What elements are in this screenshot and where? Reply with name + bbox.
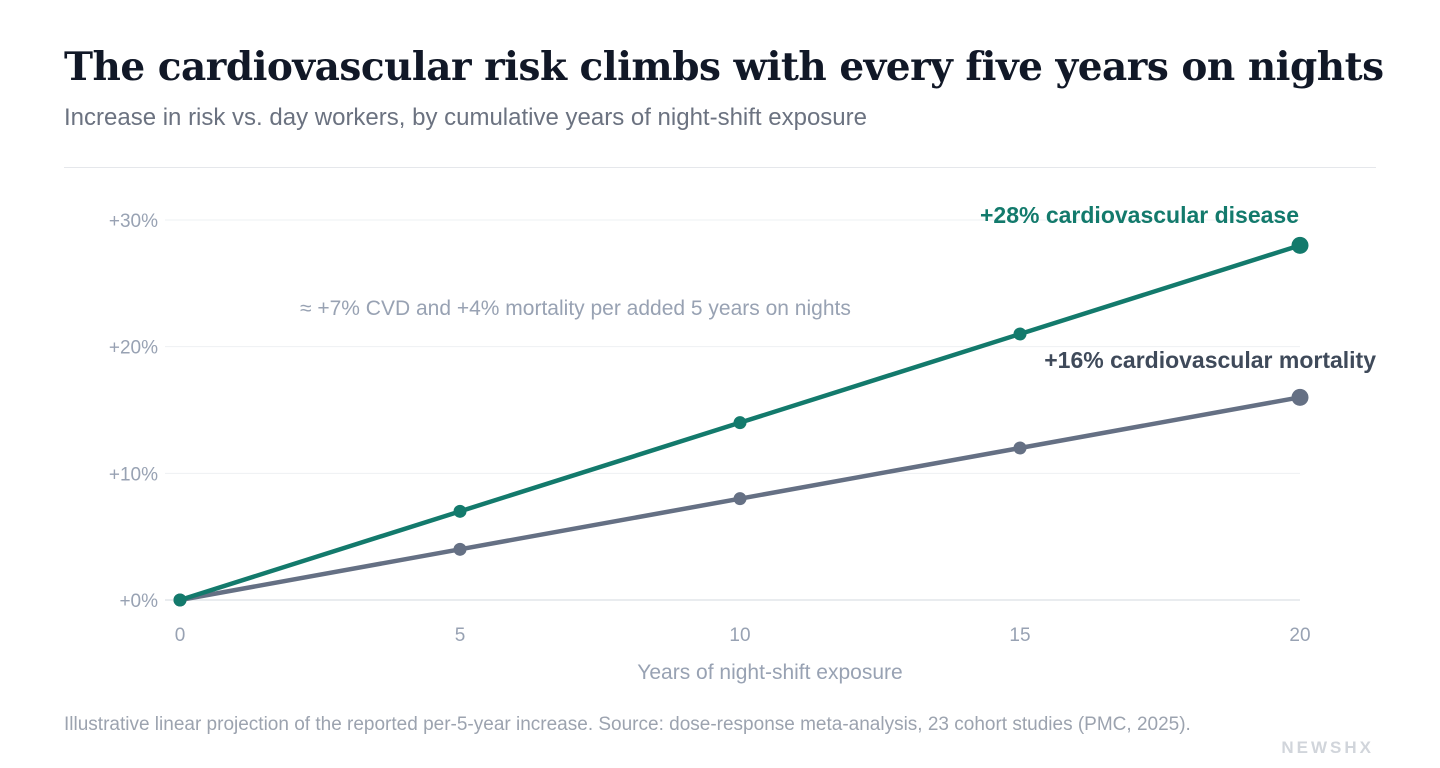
data-point-mortality [733,492,747,506]
data-point-cvd [1013,327,1027,341]
brand-logo: NEWSHX [1281,738,1374,757]
y-tick-label: +20% [109,338,158,359]
data-point-cvd [173,593,187,607]
y-tick-label: +30% [109,211,158,232]
x-tick-label: 10 [729,625,750,646]
x-tick-label: 0 [175,625,186,646]
header-divider [64,167,1376,168]
data-point-cvd [733,416,747,430]
series-end-label-cvd: +28% cardiovascular disease [980,202,1299,228]
chart-subtitle: Increase in risk vs. day workers, by cum… [64,104,867,131]
data-point-cvd [1291,236,1309,254]
chart-title: The cardiovascular risk climbs with ever… [64,44,1384,90]
series-end-label-mortality: +16% cardiovascular mortality [1044,347,1376,373]
line-chart: +0% +10% +20% +30% 0 5 10 15 20 Years of night-sh… [109,202,1376,684]
x-tick-label: 15 [1009,625,1030,646]
data-point-cvd [453,504,467,518]
data-point-mortality [1291,388,1309,406]
data-point-mortality [1013,441,1027,455]
y-tick-label: +0% [119,591,158,612]
x-tick-label: 5 [455,625,466,646]
y-tick-label: +10% [109,464,158,485]
annotation-text: ≈ +7% CVD and +4% mortality per added 5 … [300,297,851,320]
x-axis-label: Years of night-shift exposure [637,661,902,684]
data-point-mortality [453,542,467,556]
x-tick-label: 20 [1289,625,1310,646]
source-note: Illustrative linear projection of the re… [64,714,1191,735]
